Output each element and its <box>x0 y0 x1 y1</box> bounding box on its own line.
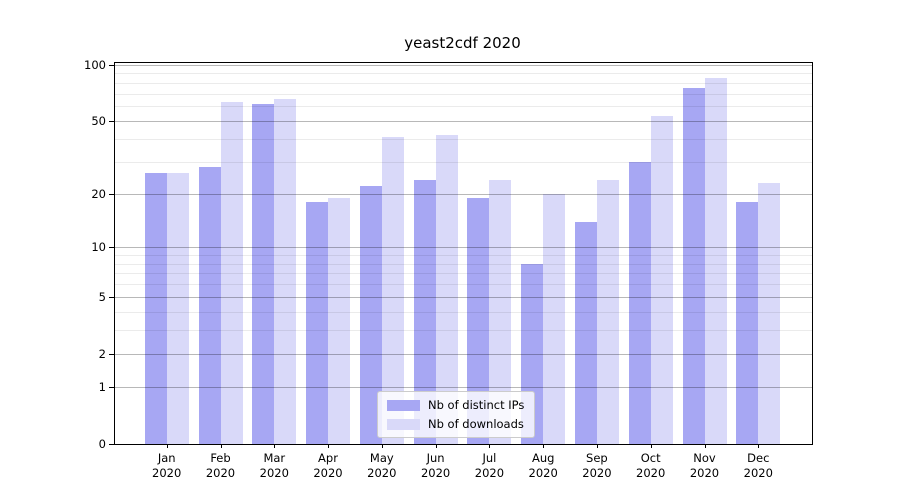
xtick-mark-jun <box>435 444 437 448</box>
ytick-mark-10 <box>109 247 114 248</box>
bar-distinct-ips-apr <box>306 202 328 444</box>
bar-distinct-ips-feb <box>198 167 221 444</box>
minor-gridline-4 <box>115 311 812 313</box>
xtick-mark-jan <box>166 444 168 448</box>
ytick-label-50: 50 <box>91 113 106 128</box>
legend: Nb of distinct IPs Nb of downloads <box>377 391 536 438</box>
ytick-mark-1 <box>109 387 114 388</box>
xtick-mark-aug <box>543 444 545 448</box>
minor-gridline-6 <box>115 284 812 286</box>
bar-downloads-aug <box>543 193 566 444</box>
bar-distinct-ips-dec <box>736 202 759 444</box>
bar-downloads-apr <box>328 197 350 444</box>
xtick-label-dec: Dec 2020 <box>743 451 773 480</box>
legend-swatch-distinct-ips-icon <box>387 399 420 411</box>
minor-gridline-70 <box>115 93 812 95</box>
xtick-label-jun: Jun 2020 <box>420 451 451 480</box>
bar-distinct-ips-jan <box>144 173 167 444</box>
legend-item-distinct-ips: Nb of distinct IPs <box>387 398 524 412</box>
bar-distinct-ips-jul <box>467 197 490 444</box>
xtick-label-nov: Nov 2020 <box>689 451 720 480</box>
bar-downloads-jun <box>435 134 458 444</box>
minor-gridline-60 <box>115 106 812 108</box>
xtick-label-jul: Jul 2020 <box>474 451 505 480</box>
legend-label-distinct-ips: Nb of distinct IPs <box>428 398 525 412</box>
xtick-mark-dec <box>758 444 760 448</box>
ytick-mark-20 <box>109 193 114 195</box>
ytick-label-5: 5 <box>98 289 106 304</box>
legend-item-downloads: Nb of downloads <box>387 417 524 431</box>
bar-downloads-jul <box>489 179 512 444</box>
bar-distinct-ips-jun <box>413 179 436 444</box>
bar-downloads-mar <box>274 98 297 444</box>
bar-downloads-feb <box>220 102 243 444</box>
ytick-mark-2 <box>109 353 114 355</box>
bar-downloads-sep <box>596 179 619 444</box>
ytick-label-10: 10 <box>91 240 106 254</box>
major-gridline-10 <box>115 247 812 248</box>
minor-gridline-90 <box>115 73 812 75</box>
xtick-mark-nov <box>704 444 706 448</box>
minor-gridline-7 <box>115 273 812 275</box>
minor-gridline-30 <box>115 161 812 163</box>
bar-distinct-ips-sep <box>574 221 597 444</box>
bar-distinct-ips-mar <box>252 103 275 444</box>
plot-area: Nb of distinct IPs Nb of downloads <box>114 62 813 445</box>
xtick-label-oct: Oct 2020 <box>636 451 666 480</box>
legend-label-downloads: Nb of downloads <box>428 417 524 431</box>
bar-downloads-may <box>381 136 404 444</box>
bar-downloads-jan <box>166 173 189 444</box>
ytick-mark-0 <box>109 444 114 445</box>
ytick-label-1: 1 <box>98 380 106 394</box>
ytick-label-100: 100 <box>84 57 106 72</box>
bar-distinct-ips-nov <box>682 88 705 444</box>
major-gridline-50 <box>115 120 812 122</box>
bar-downloads-oct <box>650 116 673 444</box>
xtick-mark-may <box>381 444 383 448</box>
chart-title: yeast2cdf 2020 <box>404 34 521 52</box>
ytick-mark-100 <box>109 64 114 66</box>
minor-gridline-80 <box>115 82 812 84</box>
minor-gridline-8 <box>115 263 812 265</box>
minor-gridline-3 <box>115 330 812 332</box>
major-gridline-1 <box>115 387 812 388</box>
xtick-mark-mar <box>274 444 276 448</box>
ytick-label-20: 20 <box>91 186 106 201</box>
xtick-mark-jul <box>489 444 491 448</box>
major-gridline-5 <box>115 296 812 298</box>
xtick-label-jan: Jan 2020 <box>152 451 182 480</box>
xtick-mark-feb <box>220 444 222 448</box>
xtick-mark-sep <box>596 444 598 448</box>
ytick-mark-50 <box>109 120 114 122</box>
bar-distinct-ips-may <box>359 186 382 444</box>
xtick-label-sep: Sep 2020 <box>582 451 612 480</box>
xtick-label-aug: Aug 2020 <box>528 451 558 480</box>
major-gridline-20 <box>115 193 812 195</box>
minor-gridline-40 <box>115 138 812 140</box>
major-gridline-2 <box>115 353 812 355</box>
xtick-label-mar: Mar 2020 <box>259 451 289 480</box>
xtick-label-may: May 2020 <box>367 451 397 480</box>
xtick-label-feb: Feb 2020 <box>205 451 236 480</box>
xtick-mark-oct <box>650 444 652 448</box>
minor-gridline-9 <box>115 254 812 256</box>
legend-swatch-downloads-icon <box>387 418 420 430</box>
bar-distinct-ips-oct <box>628 161 651 444</box>
ytick-label-2: 2 <box>98 346 106 361</box>
xtick-label-apr: Apr 2020 <box>313 451 343 480</box>
ytick-mark-5 <box>109 296 114 298</box>
major-gridline-100 <box>115 64 812 66</box>
xtick-mark-apr <box>328 444 329 448</box>
ytick-label-0: 0 <box>98 437 106 451</box>
bar-downloads-nov <box>704 78 727 444</box>
bar-downloads-dec <box>758 182 781 444</box>
